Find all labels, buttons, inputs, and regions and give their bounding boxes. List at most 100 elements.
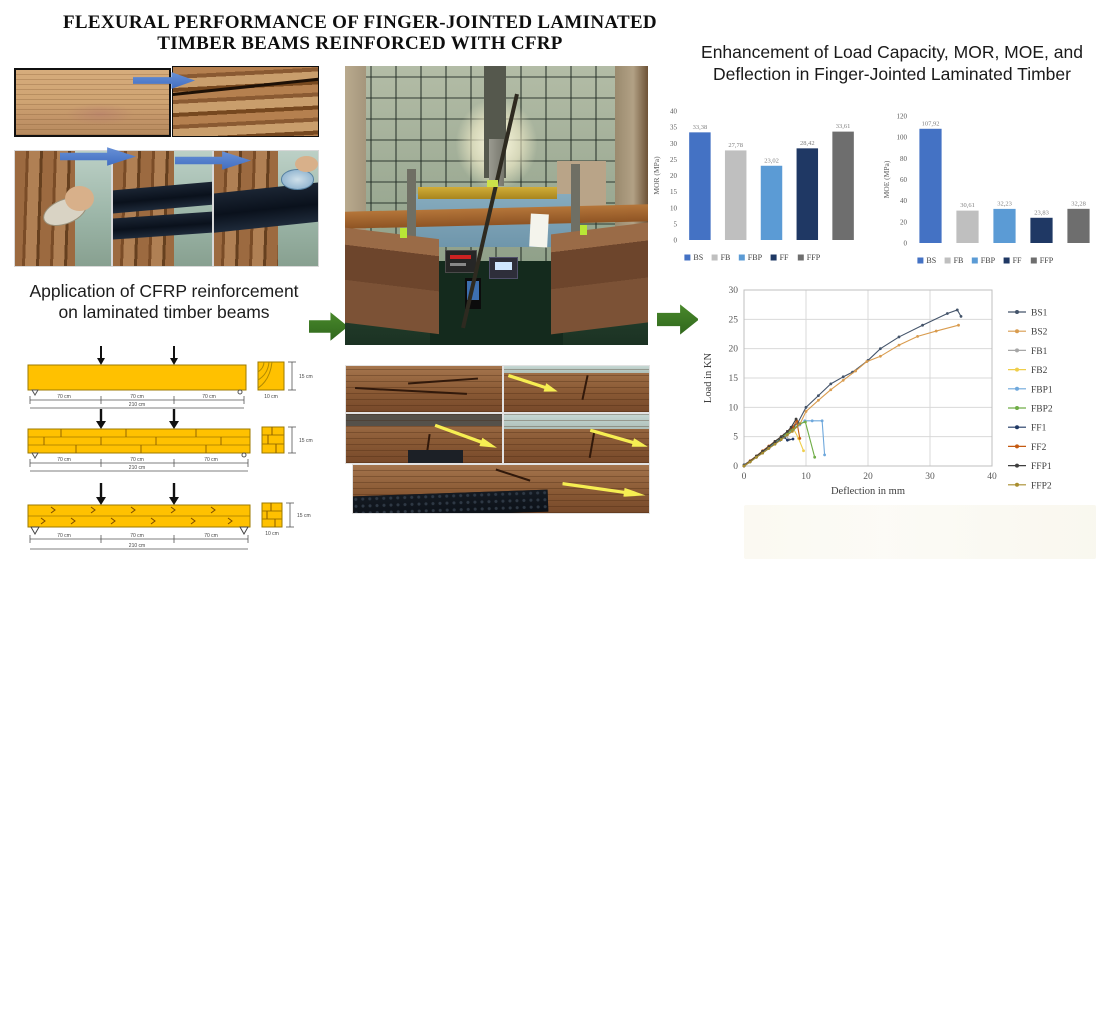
svg-text:0: 0 xyxy=(742,472,747,482)
svg-text:Deflection in mm: Deflection in mm xyxy=(831,486,905,497)
svg-text:MOE (MPa): MOE (MPa) xyxy=(882,160,891,198)
svg-text:FB: FB xyxy=(954,256,964,265)
svg-text:5: 5 xyxy=(674,220,678,228)
svg-text:32,23: 32,23 xyxy=(997,200,1012,207)
beam-diagram-laminated: 70 cm 70 cm 70 cm 210 cm 15 cm xyxy=(27,409,313,472)
laminated-stack-photo xyxy=(172,66,319,137)
svg-text:210 cm: 210 cm xyxy=(129,402,145,408)
wood-grain-texture xyxy=(504,414,649,463)
svg-text:FBP2: FBP2 xyxy=(1031,405,1053,415)
wood-grain-texture xyxy=(504,366,649,412)
svg-text:10: 10 xyxy=(670,204,678,212)
svg-text:FFP: FFP xyxy=(1040,256,1054,265)
svg-text:0: 0 xyxy=(674,237,678,245)
svg-text:25: 25 xyxy=(729,315,739,325)
wood-color-patch xyxy=(54,99,147,129)
beam-diagram-solid: 70 cm 70 cm 70 cm 210 cm 15 cm 10 cm xyxy=(27,346,313,409)
page-title-line1: FLEXURAL PERFORMANCE OF FINGER-JOINTED L… xyxy=(63,12,657,33)
svg-text:40: 40 xyxy=(987,472,997,482)
cfrp-caption-line1: Application of CFRP reinforcement xyxy=(29,281,299,301)
svg-text:70 cm: 70 cm xyxy=(130,457,144,463)
svg-text:70 cm: 70 cm xyxy=(202,394,216,400)
svg-text:FF: FF xyxy=(780,253,789,262)
svg-text:FFP2: FFP2 xyxy=(1031,481,1052,491)
plank-seam-line xyxy=(173,75,318,98)
svg-text:20: 20 xyxy=(670,172,678,180)
background-strip xyxy=(346,414,502,426)
floor-background xyxy=(174,151,212,266)
failure-photo-5 xyxy=(352,464,650,514)
svg-text:80: 80 xyxy=(900,155,908,163)
svg-text:BS1: BS1 xyxy=(1031,309,1048,319)
svg-text:40: 40 xyxy=(670,108,678,116)
svg-text:10: 10 xyxy=(801,472,811,482)
svg-text:15: 15 xyxy=(729,374,739,384)
svg-text:70 cm: 70 cm xyxy=(130,394,144,400)
svg-text:70 cm: 70 cm xyxy=(57,533,71,539)
svg-text:40: 40 xyxy=(900,197,908,205)
chart-svg: 0 10 20 30 40 0 5 10 15 20 25 30 Deflection in mm Loa… xyxy=(703,286,1053,497)
steel-ibeam-left xyxy=(345,227,439,335)
svg-text:30,61: 30,61 xyxy=(960,202,975,209)
load-indicator-device xyxy=(444,250,478,274)
cfrp-caption-line2: on laminated timber beams xyxy=(58,302,270,322)
svg-text:MOR (MPa): MOR (MPa) xyxy=(652,156,661,195)
svg-text:BS: BS xyxy=(693,253,703,262)
page-title: FLEXURAL PERFORMANCE OF FINGER-JOINTED L… xyxy=(15,12,705,54)
svg-text:FBP: FBP xyxy=(748,253,763,262)
svg-text:10 cm: 10 cm xyxy=(265,531,279,537)
svg-text:15 cm: 15 cm xyxy=(299,374,313,380)
svg-text:23,83: 23,83 xyxy=(1034,209,1049,216)
svg-text:FBP1: FBP1 xyxy=(1031,385,1053,395)
svg-text:15 cm: 15 cm xyxy=(299,438,313,444)
background-strip xyxy=(504,366,649,374)
paper-label xyxy=(528,213,549,248)
svg-text:30: 30 xyxy=(729,286,739,296)
svg-text:33,61: 33,61 xyxy=(836,123,851,130)
svg-text:70 cm: 70 cm xyxy=(130,533,144,539)
svg-text:25: 25 xyxy=(670,156,678,164)
svg-text:BS: BS xyxy=(926,256,936,265)
failure-photo-1 xyxy=(345,365,503,413)
svg-text:33,38: 33,38 xyxy=(693,124,708,131)
green-marker-tag xyxy=(579,225,588,235)
svg-text:28,42: 28,42 xyxy=(800,140,815,147)
steel-ibeam-right xyxy=(551,221,648,335)
load-deflection-chart: 0 10 20 30 40 0 5 10 15 20 25 30 Deflection in mm Loa… xyxy=(698,282,1098,504)
svg-text:70 cm: 70 cm xyxy=(57,457,71,463)
svg-text:210 cm: 210 cm xyxy=(129,465,145,471)
svg-text:30: 30 xyxy=(925,472,935,482)
failure-photo-3 xyxy=(345,413,503,464)
green-arrow-icon xyxy=(657,304,699,335)
svg-text:32,28: 32,28 xyxy=(1071,200,1086,207)
svg-text:70 cm: 70 cm xyxy=(57,394,71,400)
svg-text:120: 120 xyxy=(897,113,908,121)
cfrp-application-photo-3 xyxy=(213,150,319,267)
deflection-indicator-device xyxy=(488,257,519,279)
cfrp-caption: Application of CFRP reinforcement on lam… xyxy=(6,281,322,323)
chart-svg: 0 20 40 60 80 100 120 MOE (MPa) 107,92 30,61 32,23… xyxy=(882,113,1090,265)
svg-text:15: 15 xyxy=(670,188,678,196)
hand xyxy=(295,155,318,172)
cfrp-application-photo-1 xyxy=(14,150,112,267)
green-marker-tag xyxy=(399,227,408,238)
svg-text:FBP: FBP xyxy=(981,256,996,265)
svg-text:60: 60 xyxy=(900,176,908,184)
red-digital-readout xyxy=(449,254,471,260)
failure-photo-4 xyxy=(503,413,650,464)
svg-text:FF1: FF1 xyxy=(1031,424,1047,434)
svg-text:107,92: 107,92 xyxy=(922,120,940,127)
chart-svg: 0 5 10 15 20 25 30 35 40 MOR (MPa) 33,38 27,78 23,02… xyxy=(652,108,854,262)
green-marker-tag xyxy=(487,180,498,188)
hand xyxy=(64,185,94,211)
beam-diagram-finger-jointed: 70 cm 70 cm 70 cm 210 cm 15 cm 10 cm xyxy=(27,483,311,550)
svg-text:0: 0 xyxy=(904,240,908,248)
svg-text:100: 100 xyxy=(897,134,908,142)
svg-text:30: 30 xyxy=(670,140,678,148)
svg-text:FB: FB xyxy=(721,253,731,262)
svg-text:FFP: FFP xyxy=(807,253,821,262)
hydraulic-actuator xyxy=(488,138,505,186)
page-title-line2: TIMBER BEAMS REINFORCED WITH CFRP xyxy=(157,33,563,54)
svg-text:70 cm: 70 cm xyxy=(204,457,218,463)
